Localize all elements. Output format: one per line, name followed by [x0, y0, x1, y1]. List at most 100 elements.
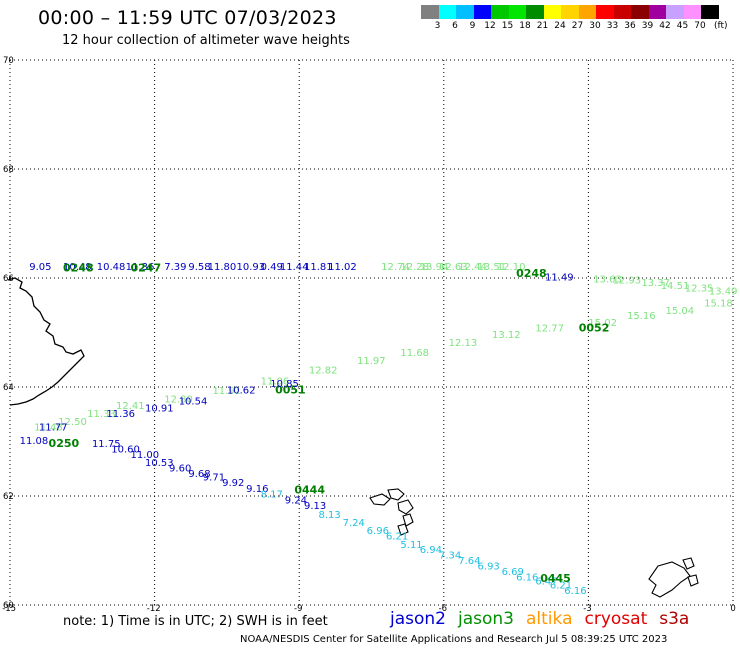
colorbar-unit: (ft) — [714, 21, 728, 31]
wave-height-value: 11.77 — [39, 423, 68, 434]
colorbar-label: 27 — [571, 21, 584, 31]
track-jason2-0445: 8.178.137.246.966.215.116.947.347.646.93… — [261, 490, 587, 597]
legend-cryosat: cryosat — [584, 609, 648, 629]
wave-height-value: 11.75 — [92, 439, 121, 450]
wave-height-value: 13.63 — [593, 274, 622, 285]
wave-height-value: 13.37 — [641, 278, 670, 289]
map-axes: 60 62 64 66 68 70 -15 -12 -9 -6 -3 0 — [2, 56, 736, 614]
colorbar-label: 6 — [452, 21, 458, 31]
wave-height-value: 11.02 — [328, 262, 357, 273]
wave-height-value: 15.04 — [666, 306, 695, 317]
pass-number-label: 0051 — [275, 384, 306, 397]
wave-height-value: 11.08 — [20, 436, 49, 447]
colorbar-swatch — [631, 5, 649, 19]
iceland-coast — [7, 277, 85, 406]
colorbar-swatch — [508, 5, 526, 19]
wave-height-value: 7.34 — [439, 551, 461, 562]
wave-height-value: 9.60 — [169, 463, 191, 474]
wave-height-value: 11.44 — [280, 262, 309, 273]
wave-height-value: 12.63 — [439, 262, 468, 273]
wave-height-value: 10.60 — [111, 444, 140, 455]
wave-height-value: 8.13 — [318, 510, 340, 521]
credit-line: NOAA/NESDIS Center for Satellite Applica… — [240, 634, 668, 645]
colorbar-label: 39 — [641, 21, 654, 31]
wave-height-value: 7.39 — [164, 262, 186, 273]
wave-height-value: 12.74 — [381, 262, 410, 273]
colorbar-label: 36 — [624, 21, 636, 31]
lat-tick-label: 64 — [3, 383, 14, 393]
wave-height-value: 6.47 — [535, 576, 557, 587]
map-subtitle: 12 hour collection of altimeter wave hei… — [62, 33, 350, 48]
map-title: 00:00 – 11:59 UTC 07/03/2023 — [38, 7, 337, 29]
wave-height-value: 12.93 — [613, 275, 642, 286]
wave-height-value: 11.97 — [357, 356, 386, 367]
wave-height-value: 6.94 — [420, 545, 442, 556]
colorbar-label: 70 — [694, 21, 706, 31]
wave-height-value: 6.16 — [564, 586, 586, 597]
wave-height-value: 5.11 — [400, 540, 422, 551]
colorbar-label: 42 — [659, 21, 671, 31]
wave-height-value: 12.41 — [116, 401, 145, 412]
pass-number-label: 0445 — [540, 572, 571, 585]
wave-height-value: 13.94 — [420, 262, 449, 273]
wave-height-value: 11.91 — [212, 386, 241, 397]
colorbar-label: 21 — [536, 21, 549, 31]
wave-height-value: 13.51 — [478, 262, 507, 273]
lat-tick-label: 62 — [3, 492, 14, 502]
colorbar-label: 15 — [501, 21, 514, 31]
wave-height-value: 15.02 — [588, 318, 617, 329]
wave-height-value: 9.71 — [203, 473, 225, 484]
wave-height-value: 9.16 — [246, 484, 268, 495]
lon-tick-label: 0 — [730, 604, 735, 614]
wave-height-value: 6.93 — [478, 562, 500, 573]
wave-height-value: 12.35 — [685, 284, 714, 295]
wave-height-value: 15.18 — [704, 298, 733, 309]
wave-height-value: 10.62 — [227, 386, 256, 397]
legend-jason2: jason2 — [390, 609, 446, 629]
colorbar-swatch — [648, 5, 666, 19]
legend-s3a: s3a — [659, 609, 690, 629]
colorbar-swatch — [666, 5, 684, 19]
colorbar-label: 18 — [519, 21, 531, 31]
wave-height-value: 14.51 — [661, 281, 690, 292]
colorbar-label: 9 — [469, 21, 476, 31]
colorbar-swatch — [596, 5, 614, 19]
coastlines — [7, 277, 699, 598]
colorbar-label: 33 — [606, 21, 619, 31]
colorbar-swatch — [421, 5, 439, 19]
wave-height-value: 7.64 — [458, 556, 480, 567]
lon-tick-label: -6 — [439, 604, 447, 614]
wave-height-value: 11.48 — [34, 423, 63, 434]
wave-height-value: 9.05 — [29, 262, 51, 273]
lat-tick-label: 66 — [3, 274, 14, 284]
colorbar-swatch — [683, 5, 701, 19]
wave-height-value: 11.06 — [261, 376, 290, 387]
faroe-islands — [369, 488, 414, 536]
wave-height-value: 12.44 — [458, 262, 487, 273]
wave-height-value: 7.24 — [343, 518, 365, 529]
wave-height-value: 12.80 — [164, 394, 193, 405]
wave-height-value: 10.54 — [179, 396, 208, 407]
shetland-islands — [648, 557, 699, 598]
wave-height-value: 6.21 — [386, 532, 408, 543]
wave-height-value: 11.36 — [126, 262, 155, 273]
colorbar-swatch — [543, 5, 561, 19]
wave-height-value: 10.85 — [270, 379, 299, 390]
legend-jason3: jason3 — [458, 609, 514, 629]
wave-height-value: 0.49 — [261, 262, 283, 273]
colorbar-label: 45 — [676, 21, 689, 31]
colorbar-swatch — [438, 5, 456, 19]
colorbar-swatch — [491, 5, 509, 19]
wave-height-value: 12.28 — [400, 262, 429, 273]
colorbar — [421, 5, 719, 19]
wave-height-value: 10.91 — [145, 404, 174, 415]
wave-height-value: 11.33 — [87, 409, 116, 420]
wave-height-value: 9.58 — [188, 262, 210, 273]
lat-tick-label: 60 — [3, 601, 14, 611]
wave-height-value: 11.80 — [208, 262, 237, 273]
wave-height-value: 15.16 — [627, 311, 656, 322]
wave-height-value: 6.16 — [516, 572, 538, 583]
